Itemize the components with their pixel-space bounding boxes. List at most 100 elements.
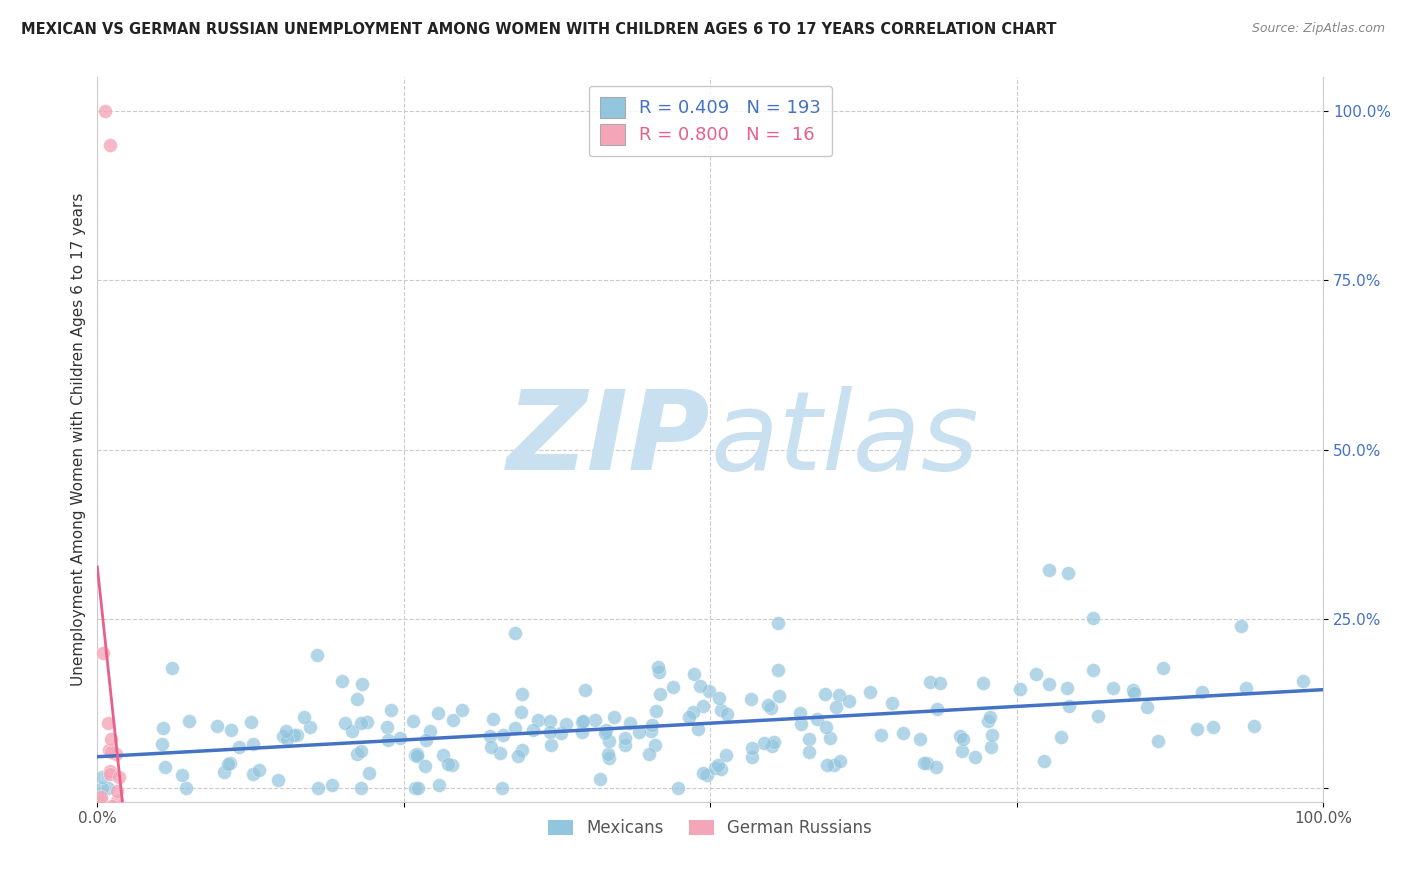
Point [346, 747, 368, 761]
Point [276, 724, 298, 739]
Point [283, 728, 305, 742]
Point [97, 715, 120, 730]
Point [97, 780, 120, 795]
Point [1146, 734, 1168, 748]
Point [219, 756, 242, 771]
Point [239, 714, 262, 729]
Text: atlas: atlas [710, 386, 979, 493]
Point [321, 778, 343, 792]
Point [613, 731, 636, 745]
Point [267, 773, 290, 788]
Point [1038, 676, 1060, 690]
Point [710, 762, 733, 776]
Point [105, 784, 128, 798]
Point [406, 780, 429, 795]
Point [508, 749, 530, 764]
Point [697, 684, 720, 698]
Point [276, 732, 298, 747]
Point [512, 743, 534, 757]
Point [352, 677, 374, 691]
Point [790, 716, 813, 731]
Point [242, 767, 264, 781]
Point [696, 768, 718, 782]
Point [1025, 666, 1047, 681]
Point [380, 703, 402, 717]
Point [692, 766, 714, 780]
Point [766, 663, 789, 677]
Point [451, 703, 474, 717]
Point [979, 710, 1001, 724]
Point [100, 745, 122, 759]
Point [759, 701, 782, 715]
Point [952, 731, 974, 746]
Point [285, 728, 308, 742]
Point [925, 702, 948, 716]
Point [637, 747, 659, 761]
Point [977, 714, 1000, 729]
Point [404, 780, 426, 795]
Point [980, 740, 1002, 755]
Point [595, 726, 617, 740]
Point [789, 706, 811, 720]
Point [741, 740, 763, 755]
Point [1010, 681, 1032, 696]
Point [437, 757, 460, 772]
Point [740, 692, 762, 706]
Point [647, 659, 669, 673]
Y-axis label: Unemployment Among Women with Children Ages 6 to 17 years: Unemployment Among Women with Children A… [72, 193, 86, 686]
Point [662, 680, 685, 694]
Point [574, 683, 596, 698]
Point [644, 704, 666, 718]
Point [603, 710, 626, 724]
Point [583, 713, 606, 727]
Point [93, 104, 115, 119]
Point [949, 729, 972, 743]
Point [1083, 610, 1105, 624]
Point [242, 737, 264, 751]
Point [710, 703, 733, 717]
Point [389, 731, 412, 745]
Point [350, 780, 373, 795]
Point [668, 780, 690, 795]
Point [176, 780, 198, 795]
Point [217, 756, 239, 771]
Point [479, 740, 502, 755]
Point [482, 712, 505, 726]
Point [716, 748, 738, 763]
Point [177, 714, 200, 728]
Point [1056, 681, 1078, 695]
Point [915, 756, 938, 770]
Point [704, 761, 727, 775]
Point [538, 724, 561, 739]
Point [814, 688, 837, 702]
Point [510, 706, 533, 720]
Point [491, 780, 513, 795]
Legend: Mexicans, German Russians: Mexicans, German Russians [541, 813, 879, 844]
Point [93, 646, 115, 660]
Point [571, 714, 593, 728]
Point [415, 733, 437, 747]
Point [100, 731, 122, 746]
Point [550, 726, 572, 740]
Point [1087, 708, 1109, 723]
Point [90, 794, 112, 808]
Point [98, 767, 121, 781]
Point [98, 764, 121, 779]
Point [292, 710, 315, 724]
Point [768, 689, 790, 703]
Point [815, 758, 838, 772]
Point [555, 717, 578, 731]
Point [1102, 681, 1125, 695]
Point [375, 720, 398, 734]
Point [830, 754, 852, 768]
Point [912, 756, 935, 770]
Point [928, 676, 950, 690]
Point [170, 768, 193, 782]
Point [571, 724, 593, 739]
Point [97, 743, 120, 757]
Point [598, 751, 620, 765]
Point [741, 749, 763, 764]
Point [838, 694, 860, 708]
Point [972, 676, 994, 690]
Point [346, 691, 368, 706]
